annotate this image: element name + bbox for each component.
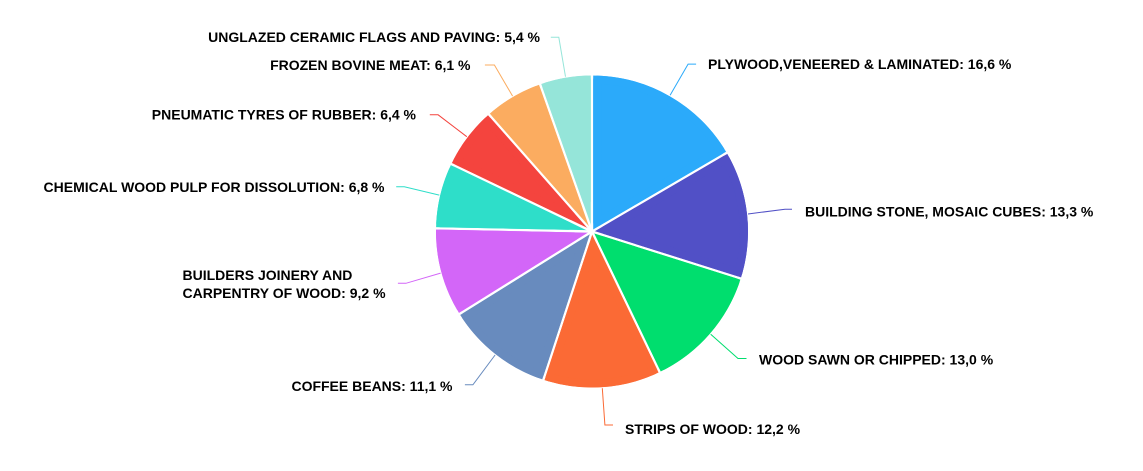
svg-text:UNGLAZED CERAMIC FLAGS AND PAV: UNGLAZED CERAMIC FLAGS AND PAVING: 5,4 % xyxy=(208,29,540,45)
svg-text:STRIPS OF WOOD: 12,2 %: STRIPS OF WOOD: 12,2 % xyxy=(625,421,801,437)
svg-text:COFFEE BEANS: 11,1 %: COFFEE BEANS: 11,1 % xyxy=(291,378,453,394)
svg-text:WOOD SAWN OR CHIPPED: 13,0 %: WOOD SAWN OR CHIPPED: 13,0 % xyxy=(759,352,994,368)
svg-text:CARPENTRY OF WOOD: 9,2 %: CARPENTRY OF WOOD: 9,2 % xyxy=(183,285,387,301)
svg-text:PNEUMATIC TYRES OF RUBBER: 6,4: PNEUMATIC TYRES OF RUBBER: 6,4 % xyxy=(152,107,417,123)
svg-text:CHEMICAL WOOD PULP FOR DISSOLU: CHEMICAL WOOD PULP FOR DISSOLUTION: 6,8 … xyxy=(44,179,386,195)
svg-text:BUILDERS JOINERY AND: BUILDERS JOINERY AND xyxy=(183,267,353,283)
svg-text:FROZEN BOVINE MEAT: 6,1 %: FROZEN BOVINE MEAT: 6,1 % xyxy=(270,57,471,73)
svg-text:PLYWOOD,VENEERED & LAMINATED:: PLYWOOD,VENEERED & LAMINATED: 16,6 % xyxy=(708,56,1012,72)
svg-text:BUILDING STONE, MOSAIC CUBES:: BUILDING STONE, MOSAIC CUBES: 13,3 % xyxy=(805,204,1094,220)
